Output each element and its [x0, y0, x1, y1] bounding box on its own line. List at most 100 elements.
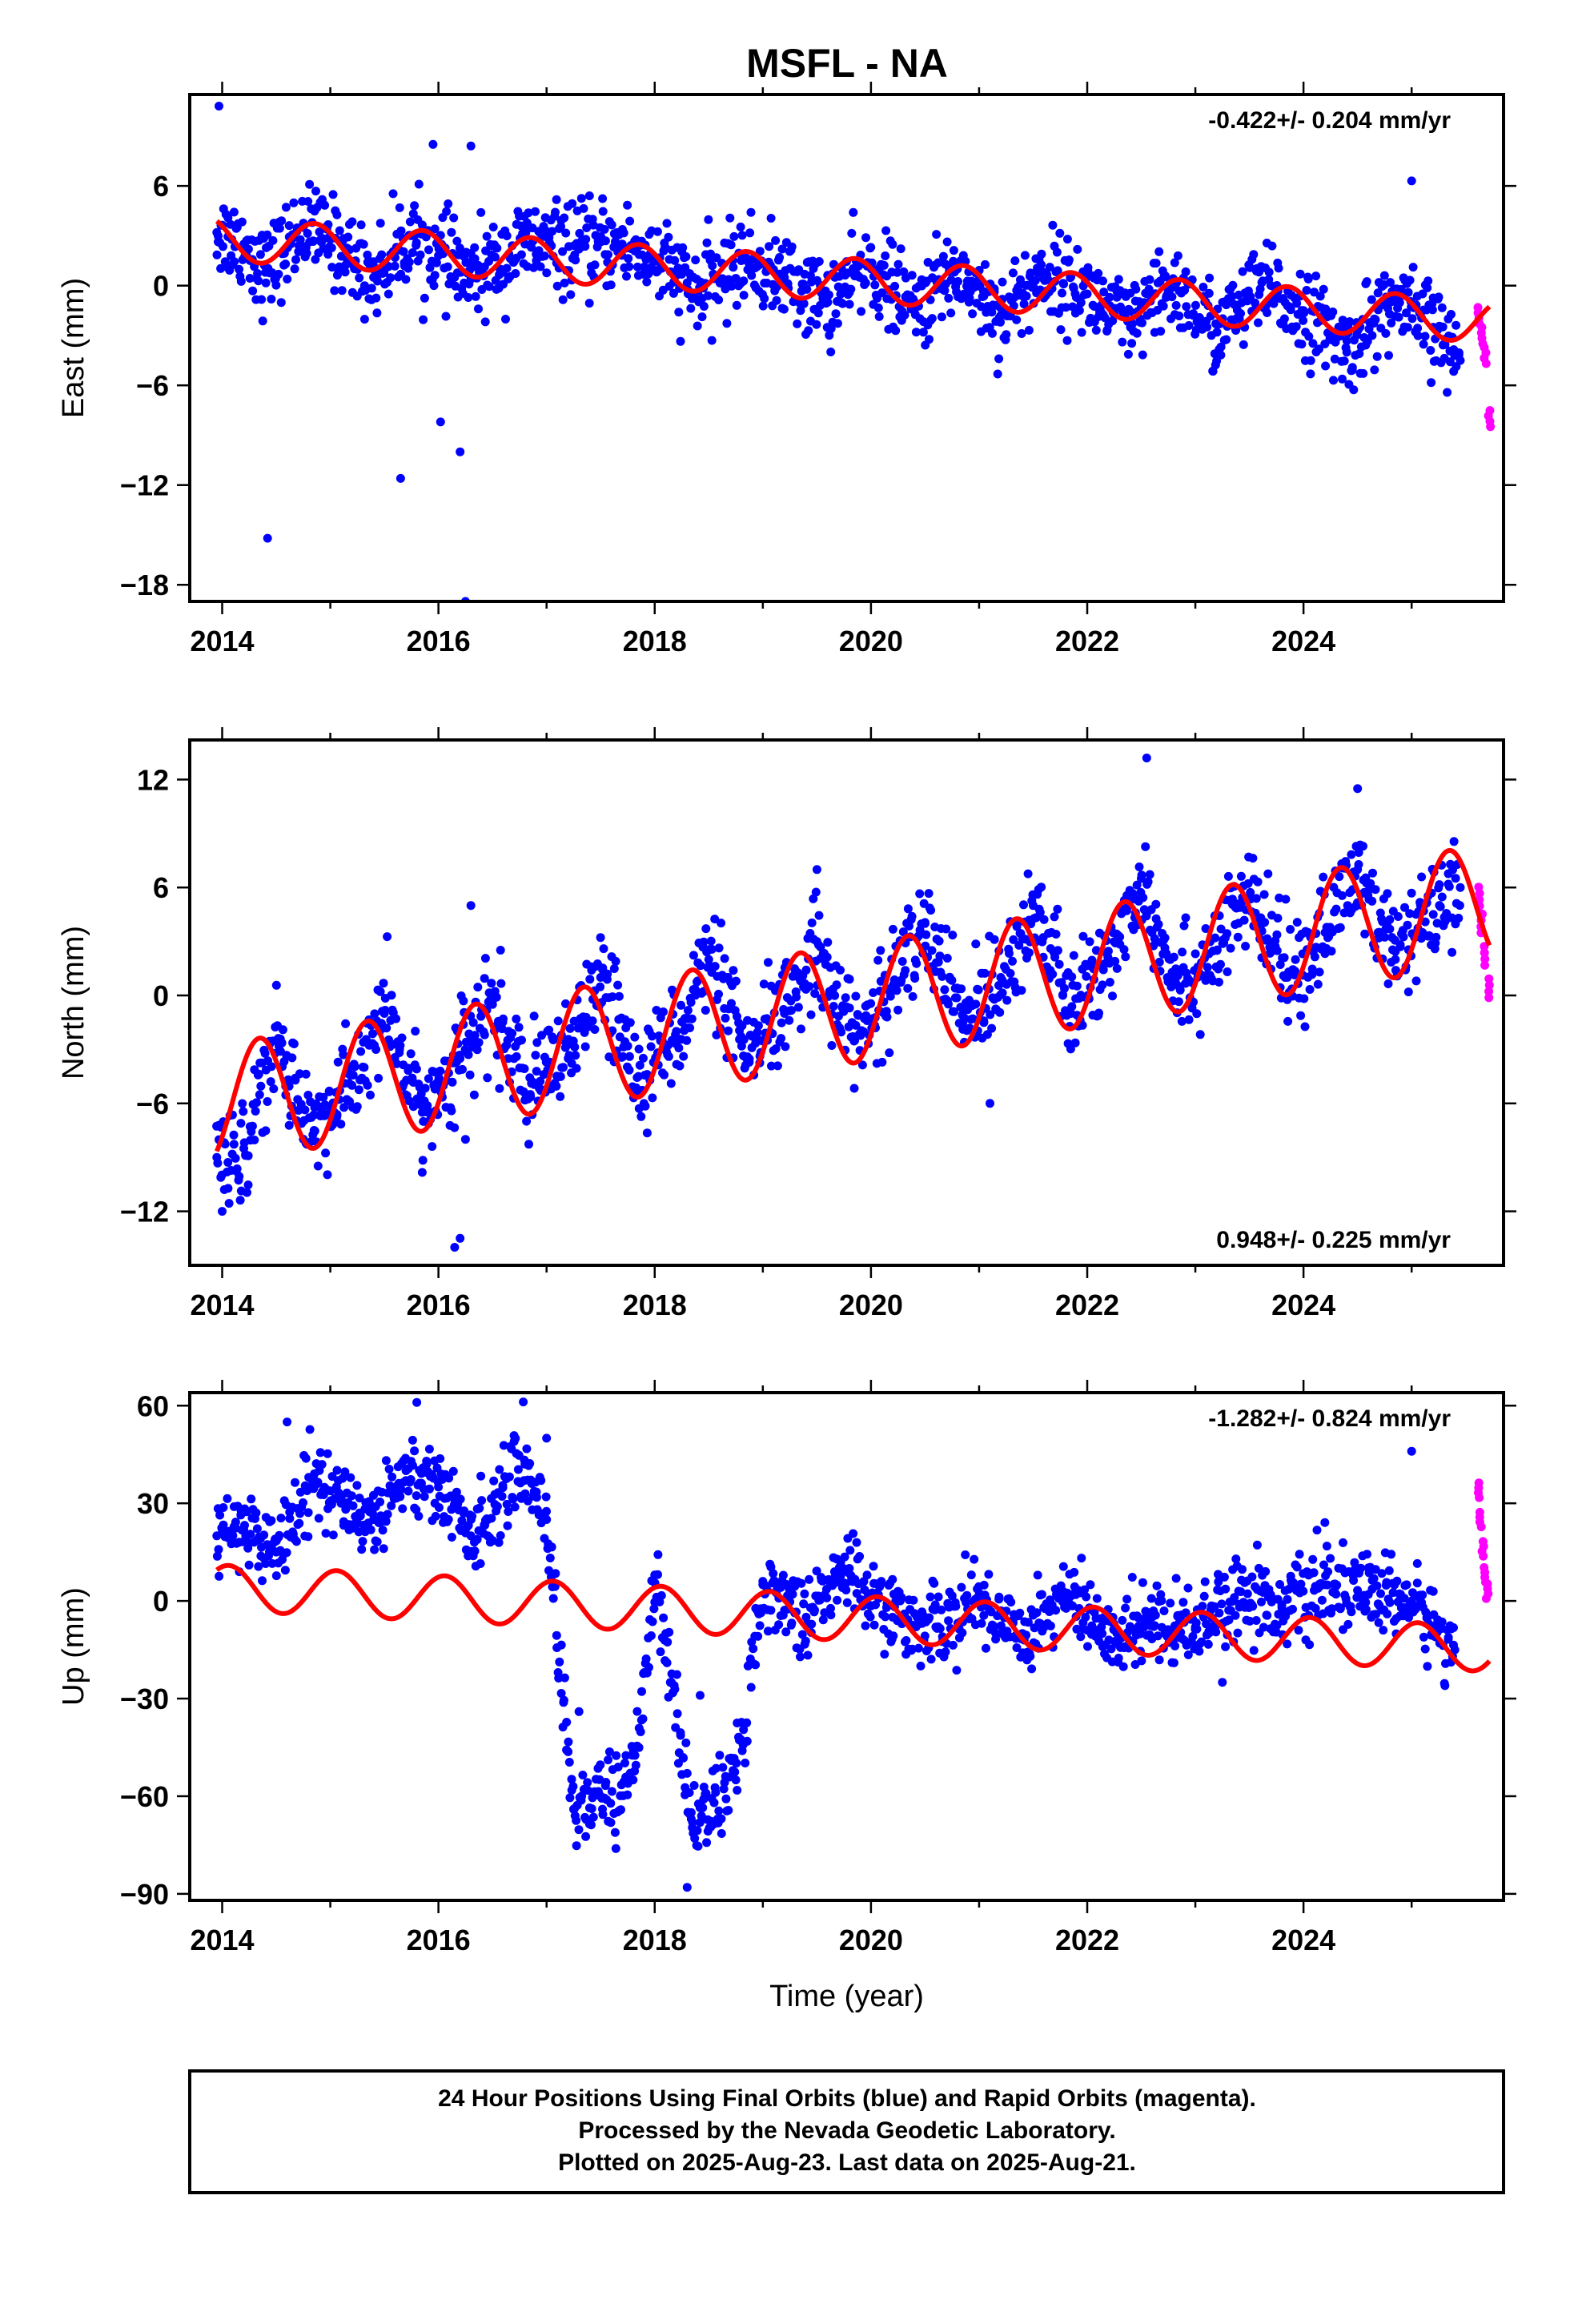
final-orbit-point	[764, 958, 773, 967]
final-orbit-point	[271, 1547, 281, 1557]
final-orbit-point	[422, 1459, 432, 1469]
final-orbit-point	[1374, 1618, 1383, 1627]
final-orbit-point	[1046, 1621, 1055, 1630]
final-orbit-point	[625, 1018, 635, 1027]
final-orbit-point	[623, 1790, 632, 1799]
final-orbit-point	[638, 1053, 648, 1063]
final-orbit-point	[1399, 1594, 1409, 1603]
velocity-rate-label: -0.422+/- 0.204 mm/yr	[1208, 107, 1451, 134]
final-orbit-point	[1006, 1598, 1016, 1607]
final-orbit-point	[396, 1492, 405, 1502]
final-orbit-point	[652, 227, 662, 236]
final-orbit-point	[336, 1498, 346, 1508]
final-orbit-point	[915, 889, 925, 899]
final-orbit-point	[1024, 325, 1034, 335]
final-orbit-point	[930, 1600, 940, 1610]
final-orbit-point	[624, 1065, 634, 1075]
final-orbit-point	[408, 1435, 417, 1445]
final-orbit-point	[1337, 891, 1347, 900]
final-orbit-point	[683, 1006, 693, 1015]
final-orbit-point	[855, 1552, 865, 1561]
final-orbit-point	[495, 1084, 504, 1093]
final-orbit-point	[424, 245, 433, 255]
final-orbit-point	[787, 242, 797, 251]
final-orbit-point	[271, 980, 281, 990]
final-orbit-point	[1330, 354, 1339, 364]
final-orbit-point	[261, 267, 270, 277]
figure-title: MSFL - NA	[746, 41, 948, 86]
final-orbit-point	[845, 1564, 854, 1573]
final-orbit-point	[852, 1538, 861, 1547]
final-orbit-point	[1008, 956, 1017, 966]
final-orbit-point	[948, 1640, 958, 1650]
final-orbit-point	[1006, 969, 1015, 978]
final-orbit-point	[1281, 895, 1291, 904]
final-orbit-point	[1170, 1641, 1180, 1651]
final-orbit-point	[371, 293, 381, 303]
final-orbit-point	[536, 1476, 546, 1486]
final-orbit-point	[601, 1778, 611, 1787]
final-orbit-point	[646, 1042, 656, 1051]
final-orbit-point	[261, 1559, 271, 1568]
final-orbit-point	[390, 261, 400, 271]
final-orbit-point	[548, 1594, 558, 1603]
final-orbit-point	[1371, 315, 1380, 324]
final-orbit-point	[1098, 980, 1107, 990]
final-orbit-point	[1234, 1586, 1243, 1596]
final-orbit-point	[1311, 271, 1321, 281]
final-orbit-point	[363, 1080, 372, 1090]
final-orbit-point	[572, 1841, 581, 1851]
rapid-orbit-point	[1484, 980, 1494, 990]
final-orbit-point	[701, 1788, 711, 1798]
final-orbit-point	[319, 1092, 328, 1102]
final-orbit-point	[1205, 1628, 1215, 1638]
final-orbit-point	[212, 1531, 222, 1541]
final-orbit-point	[420, 1084, 430, 1093]
final-orbit-point	[1212, 328, 1222, 337]
final-orbit-point	[905, 921, 913, 931]
final-orbit-point	[504, 1507, 513, 1516]
final-orbit-point	[1394, 312, 1403, 322]
final-orbit-point	[979, 1580, 989, 1590]
final-orbit-point	[1247, 1572, 1257, 1582]
final-orbit-point	[1253, 877, 1263, 887]
final-orbit-point	[585, 975, 595, 984]
final-orbit-point	[579, 203, 588, 213]
final-orbit-point	[1295, 1550, 1304, 1559]
final-orbit-point	[556, 1072, 565, 1081]
final-orbit-point	[590, 260, 600, 270]
final-orbit-point	[560, 213, 569, 223]
final-orbit-point	[1407, 1596, 1416, 1606]
final-orbit-point	[447, 1106, 456, 1116]
model-fit-curve	[215, 1562, 1492, 1674]
final-orbit-point	[251, 1107, 260, 1116]
final-orbit-point	[1226, 943, 1235, 953]
final-orbit-point	[961, 1550, 970, 1559]
final-orbit-point	[212, 1551, 222, 1561]
final-orbit-point	[1338, 374, 1347, 384]
final-orbit-point	[745, 228, 755, 238]
final-orbit-point	[678, 243, 688, 252]
final-orbit-point	[1437, 303, 1447, 312]
final-orbit-point	[531, 1051, 540, 1060]
final-orbit-point	[823, 938, 833, 947]
final-orbit-point	[1070, 1038, 1080, 1047]
final-orbit-point	[1295, 269, 1305, 279]
final-orbit-point	[995, 1007, 1005, 1017]
final-orbit-point	[379, 1009, 389, 1018]
rapid-orbit-point	[1475, 1507, 1484, 1517]
final-orbit-point	[733, 1786, 742, 1795]
final-orbit-point	[604, 1747, 614, 1756]
final-orbit-point	[912, 959, 921, 968]
final-orbit-point	[1395, 298, 1404, 308]
final-orbit-point	[1154, 957, 1164, 967]
final-orbit-point	[881, 251, 890, 260]
final-orbit-point	[327, 243, 336, 252]
final-orbit-point	[511, 269, 520, 278]
final-orbit-point	[880, 1650, 889, 1659]
final-orbit-point	[396, 1041, 405, 1050]
final-orbit-point	[1104, 1635, 1114, 1645]
y-tick-label: 0	[153, 1585, 169, 1618]
final-orbit-point	[1255, 284, 1265, 294]
final-orbit-point	[255, 1090, 264, 1100]
